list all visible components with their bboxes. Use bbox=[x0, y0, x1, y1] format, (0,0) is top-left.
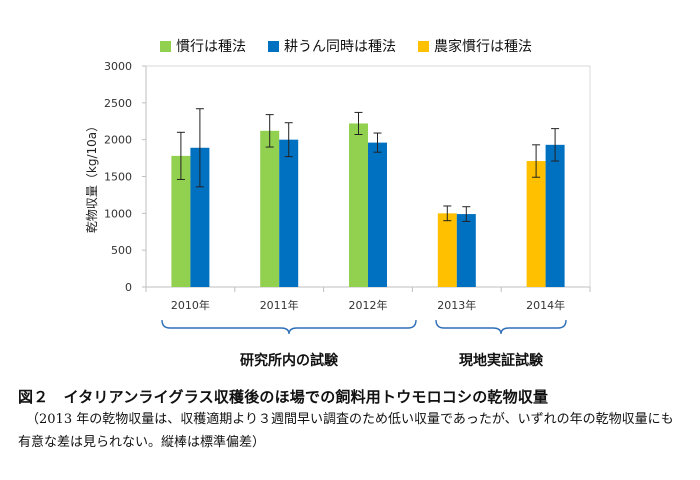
legend-swatch-yellow bbox=[418, 40, 429, 52]
bar bbox=[456, 214, 476, 287]
legend-label-simultaneous: 耕うん同時は種法 bbox=[284, 39, 396, 55]
bar bbox=[349, 123, 368, 288]
x-tick-label: 2012年 bbox=[349, 298, 388, 312]
legend-label-farmer: 農家慣行は種法 bbox=[434, 39, 532, 55]
y-tick-label: 3000 bbox=[104, 60, 132, 73]
legend-item-conventional: 慣行は種法 bbox=[160, 36, 246, 56]
chart-svg: 0 500 1000 1500 2000 2500 3000 乾物収量（kg/10a） 2010… bbox=[85, 60, 591, 335]
group-brace-field bbox=[435, 319, 567, 335]
bar bbox=[368, 142, 387, 287]
figure-caption-note: （2013 年の乾物収量は、収穫適期より３週間早い調査のため低い収量であったが、… bbox=[18, 412, 674, 450]
group-label-institute: 研究所内の試験 bbox=[240, 353, 338, 369]
bar bbox=[545, 144, 565, 287]
x-tick-label: 2011年 bbox=[260, 298, 299, 312]
x-tick-label: 2014年 bbox=[526, 298, 565, 312]
y-tick-label: 2500 bbox=[104, 97, 132, 110]
y-axis-title: 乾物収量（kg/10a） bbox=[85, 120, 99, 233]
y-tick-label: 1000 bbox=[104, 207, 132, 220]
y-tick-label: 1500 bbox=[104, 171, 132, 184]
legend-swatch-green bbox=[160, 40, 171, 52]
legend-swatch-blue bbox=[268, 40, 279, 52]
bar bbox=[279, 139, 299, 287]
legend-item-simultaneous: 耕うん同時は種法 bbox=[268, 36, 396, 56]
bar bbox=[171, 155, 191, 287]
y-tick-label: 2000 bbox=[104, 134, 132, 147]
bar bbox=[526, 161, 546, 287]
bar bbox=[437, 213, 457, 287]
y-tick-label: 0 bbox=[125, 281, 132, 294]
group-label-field: 現地実証試験 bbox=[459, 353, 543, 369]
bar bbox=[190, 147, 210, 287]
y-tick-label: 500 bbox=[111, 244, 132, 257]
bar bbox=[260, 130, 280, 287]
legend: 慣行は種法 耕うん同時は種法 農家慣行は種法 bbox=[160, 36, 532, 56]
legend-label-conventional: 慣行は種法 bbox=[176, 39, 246, 55]
group-brace-institute bbox=[161, 319, 417, 335]
figure-caption-title: 図２ イタリアンライグラス収穫後のほ場での飼料用トウモロコシの乾物収量 bbox=[18, 388, 549, 406]
x-tick-label: 2010年 bbox=[171, 298, 210, 312]
legend-item-farmer: 農家慣行は種法 bbox=[418, 36, 532, 56]
x-tick-label: 2013年 bbox=[437, 298, 476, 312]
